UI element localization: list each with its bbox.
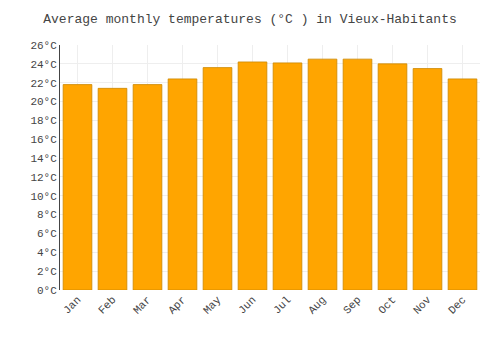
svg-text:8°C: 8°C	[37, 209, 57, 221]
svg-text:Dec: Dec	[446, 294, 468, 316]
svg-text:Apr: Apr	[166, 294, 188, 316]
svg-text:Jun: Jun	[236, 294, 258, 316]
svg-text:0°C: 0°C	[37, 285, 57, 297]
svg-text:Mar: Mar	[131, 294, 153, 316]
svg-text:6°C: 6°C	[37, 228, 57, 240]
svg-text:Jan: Jan	[61, 294, 83, 316]
svg-text:20°C: 20°C	[30, 96, 57, 108]
svg-text:10°C: 10°C	[30, 191, 57, 203]
svg-text:2°C: 2°C	[37, 266, 57, 278]
svg-text:4°C: 4°C	[37, 247, 57, 259]
svg-text:Nov: Nov	[411, 294, 434, 317]
svg-text:May: May	[201, 294, 224, 317]
svg-text:26°C: 26°C	[30, 40, 57, 52]
svg-text:Jul: Jul	[271, 294, 293, 316]
svg-text:Oct: Oct	[376, 294, 398, 316]
svg-text:18°C: 18°C	[30, 115, 57, 127]
svg-text:Aug: Aug	[306, 294, 328, 316]
svg-text:Average monthly temperatures (: Average monthly temperatures (°C ) in Vi…	[43, 12, 456, 27]
svg-text:Sep: Sep	[341, 294, 363, 316]
svg-text:14°C: 14°C	[30, 153, 57, 165]
svg-text:22°C: 22°C	[30, 78, 57, 90]
svg-text:24°C: 24°C	[30, 59, 57, 71]
svg-text:Feb: Feb	[96, 294, 118, 316]
svg-text:12°C: 12°C	[30, 172, 57, 184]
svg-text:16°C: 16°C	[30, 134, 57, 146]
